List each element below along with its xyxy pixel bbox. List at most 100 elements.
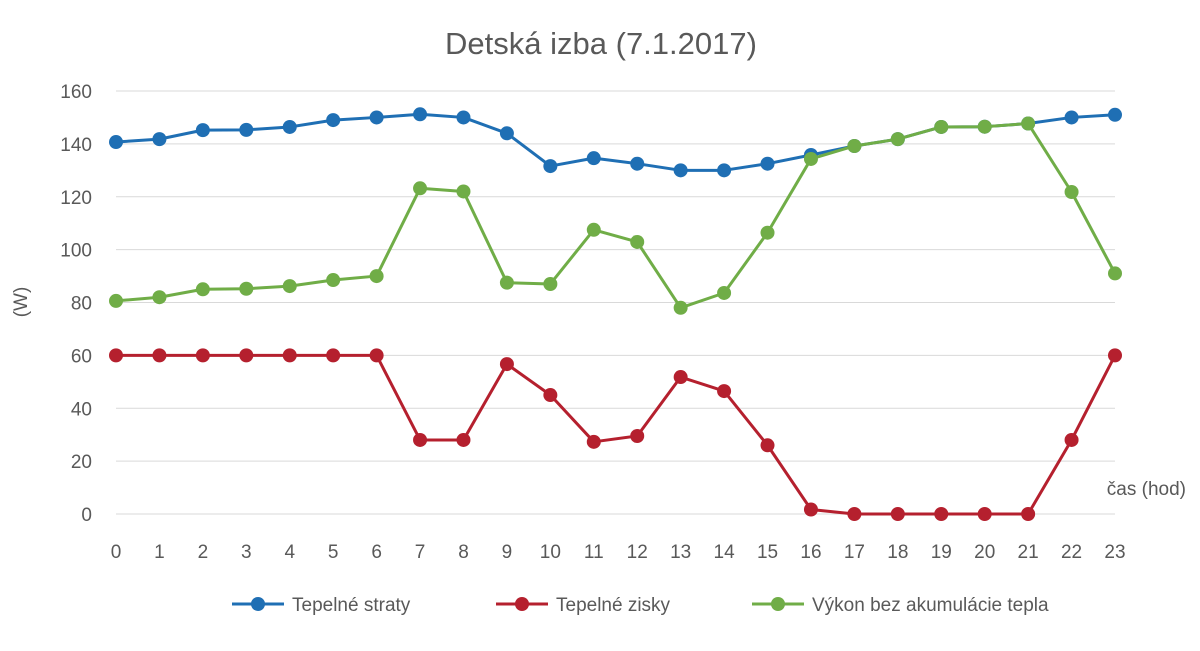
data-point <box>499 275 514 290</box>
x-tick-label: 3 <box>241 542 252 563</box>
legend-marker <box>771 597 785 611</box>
y-tick-label: 20 <box>71 452 92 473</box>
data-point <box>673 370 688 385</box>
data-point <box>109 135 123 150</box>
series-line <box>115 122 1117 310</box>
x-tick-label: 20 <box>974 542 995 563</box>
data-point <box>282 348 297 363</box>
x-tick-label: 1 <box>154 542 165 563</box>
data-point <box>630 234 645 249</box>
legend-item: Tepelné zisky <box>496 595 671 616</box>
legend-item: Výkon bez akumulácie tepla <box>752 595 1049 616</box>
data-point <box>760 225 775 240</box>
data-point <box>630 429 645 444</box>
data-point <box>369 269 384 284</box>
x-tick-label: 19 <box>931 542 952 563</box>
data-point <box>499 126 514 141</box>
data-point <box>456 110 471 125</box>
x-tick-label: 7 <box>415 542 426 563</box>
data-point <box>1021 116 1036 131</box>
series-line <box>115 112 1116 172</box>
data-point <box>239 122 254 137</box>
data-point <box>195 282 210 297</box>
legend-marker <box>515 597 529 611</box>
data-point <box>543 388 558 403</box>
y-axis-label: (W) <box>11 287 32 318</box>
legend-label: Výkon bez akumulácie tepla <box>812 595 1049 616</box>
data-point <box>152 348 167 363</box>
data-point <box>803 151 818 166</box>
legend-label: Tepelné straty <box>292 595 411 616</box>
series-0 <box>109 107 1122 178</box>
x-tick-label: 18 <box>887 542 908 563</box>
data-point <box>890 132 905 147</box>
x-tick-label: 21 <box>1018 542 1039 563</box>
data-point <box>456 432 471 447</box>
y-tick-label: 60 <box>71 346 92 367</box>
data-point <box>760 438 775 453</box>
chart-title: Detská izba (7.1.2017) <box>445 26 757 61</box>
data-point <box>803 502 818 517</box>
data-point <box>934 119 949 134</box>
data-point <box>456 184 471 199</box>
y-tick-label: 160 <box>60 82 92 103</box>
x-tick-label: 5 <box>328 542 339 563</box>
data-point <box>934 507 949 521</box>
data-point <box>717 163 732 178</box>
y-tick-label: 140 <box>60 135 92 156</box>
data-point <box>673 300 688 315</box>
series-2 <box>109 116 1122 315</box>
data-point <box>195 123 210 138</box>
data-point <box>326 273 341 288</box>
data-point <box>847 507 862 521</box>
data-point <box>673 163 688 178</box>
x-tick-label: 22 <box>1061 542 1082 563</box>
data-point <box>413 107 428 122</box>
x-tick-label: 8 <box>458 542 469 563</box>
data-point <box>1064 432 1079 447</box>
data-point <box>152 132 167 147</box>
x-tick-label: 17 <box>844 542 865 563</box>
legend-marker <box>251 597 265 611</box>
y-tick-label: 100 <box>60 241 92 262</box>
data-point <box>717 384 732 399</box>
data-point <box>1108 348 1122 363</box>
data-point <box>977 119 992 134</box>
data-point <box>543 276 558 291</box>
data-point <box>1108 107 1122 122</box>
data-point <box>282 279 297 294</box>
data-point <box>847 138 862 153</box>
data-point <box>369 348 384 363</box>
x-tick-label: 9 <box>502 542 513 563</box>
x-tick-label: 6 <box>371 542 382 563</box>
data-point <box>326 348 341 363</box>
x-tick-label: 4 <box>284 542 295 563</box>
data-point <box>1064 184 1079 199</box>
y-tick-label: 40 <box>71 399 92 420</box>
data-point <box>543 159 558 174</box>
x-tick-label: 16 <box>800 542 821 563</box>
data-point <box>152 290 167 305</box>
data-point <box>109 293 123 308</box>
data-point <box>586 222 601 237</box>
data-point <box>109 348 123 363</box>
data-point <box>1021 507 1036 521</box>
series-1 <box>109 348 1122 521</box>
data-point <box>499 357 514 372</box>
data-point <box>586 434 601 449</box>
data-point <box>760 156 775 171</box>
data-point <box>369 110 384 125</box>
x-tick-label: 0 <box>111 542 122 563</box>
y-tick-label: 0 <box>81 505 92 526</box>
series-line <box>116 353 1117 516</box>
x-tick-label: 10 <box>540 542 561 563</box>
x-tick-label: 15 <box>757 542 778 563</box>
y-tick-label: 120 <box>60 188 92 209</box>
data-point <box>326 113 341 128</box>
data-point <box>586 151 601 166</box>
x-tick-label: 14 <box>714 542 736 563</box>
data-point <box>413 432 428 447</box>
data-point <box>282 119 297 134</box>
legend-item: Tepelné straty <box>232 595 411 616</box>
